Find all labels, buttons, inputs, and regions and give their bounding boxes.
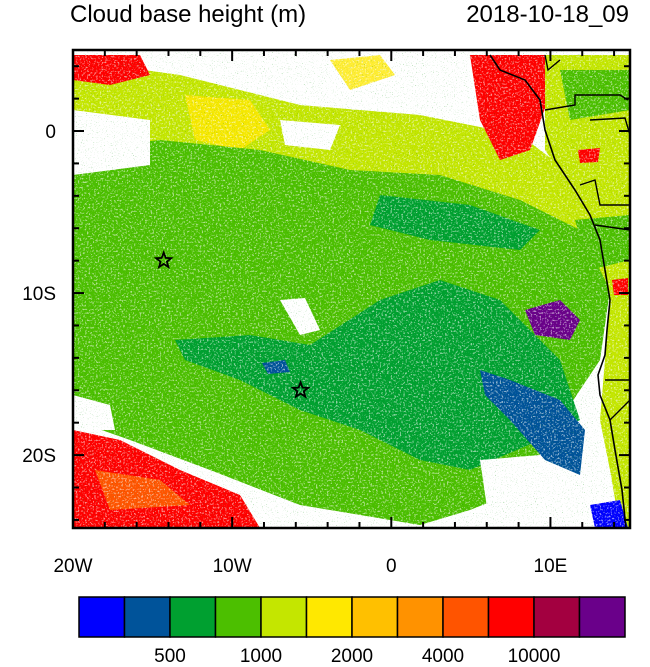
colorbar-swatch — [78, 596, 126, 638]
x-axis-labels: 20W 10W 0 10E — [53, 556, 567, 577]
colorbar-label-4000: 4000 — [422, 646, 464, 667]
colorbar-labels: 500 1000 2000 4000 10000 — [154, 646, 560, 667]
y-axis-labels: 0 10S 20S — [22, 122, 56, 467]
y-tick-label-20s: 20S — [22, 446, 56, 467]
colorbar — [78, 596, 626, 638]
x-tick-label-10w: 10W — [213, 556, 252, 577]
axis-ticks — [72, 50, 630, 528]
colorbar-label-500: 500 — [154, 646, 186, 667]
y-tick-label-10s: 10S — [22, 284, 56, 305]
star-marker-1 — [153, 250, 174, 270]
colorbar-swatch — [351, 596, 399, 638]
country-borders — [544, 54, 630, 421]
colorbar-swatch — [260, 596, 308, 638]
x-tick-label-20w: 20W — [53, 556, 92, 577]
colorbar-swatch — [123, 596, 171, 638]
colorbar-swatch — [169, 596, 217, 638]
x-tick-label-0: 0 — [386, 556, 397, 577]
colorbar-swatch — [305, 596, 353, 638]
map-frame — [71, 48, 632, 530]
colorbar-swatch — [214, 596, 262, 638]
colorbar-label-2000: 2000 — [331, 646, 373, 667]
map-panel — [73, 50, 630, 528]
plot-title: Cloud base height (m) — [70, 1, 306, 28]
colorbar-swatch — [396, 596, 444, 638]
markers-layer — [153, 250, 311, 399]
x-tick-label-10e: 10E — [534, 556, 568, 577]
colorbar-swatch — [487, 596, 535, 638]
y-tick-label-0: 0 — [45, 122, 56, 143]
plot-timestamp: 2018-10-18_09 — [466, 1, 629, 28]
colorbar-swatch — [533, 596, 581, 638]
colorbar-swatch — [442, 596, 490, 638]
star-marker-2 — [290, 379, 311, 399]
colorbar-swatch — [578, 596, 626, 638]
colorbar-label-1000: 1000 — [240, 646, 282, 667]
colorbar-label-10000: 10000 — [508, 646, 561, 667]
